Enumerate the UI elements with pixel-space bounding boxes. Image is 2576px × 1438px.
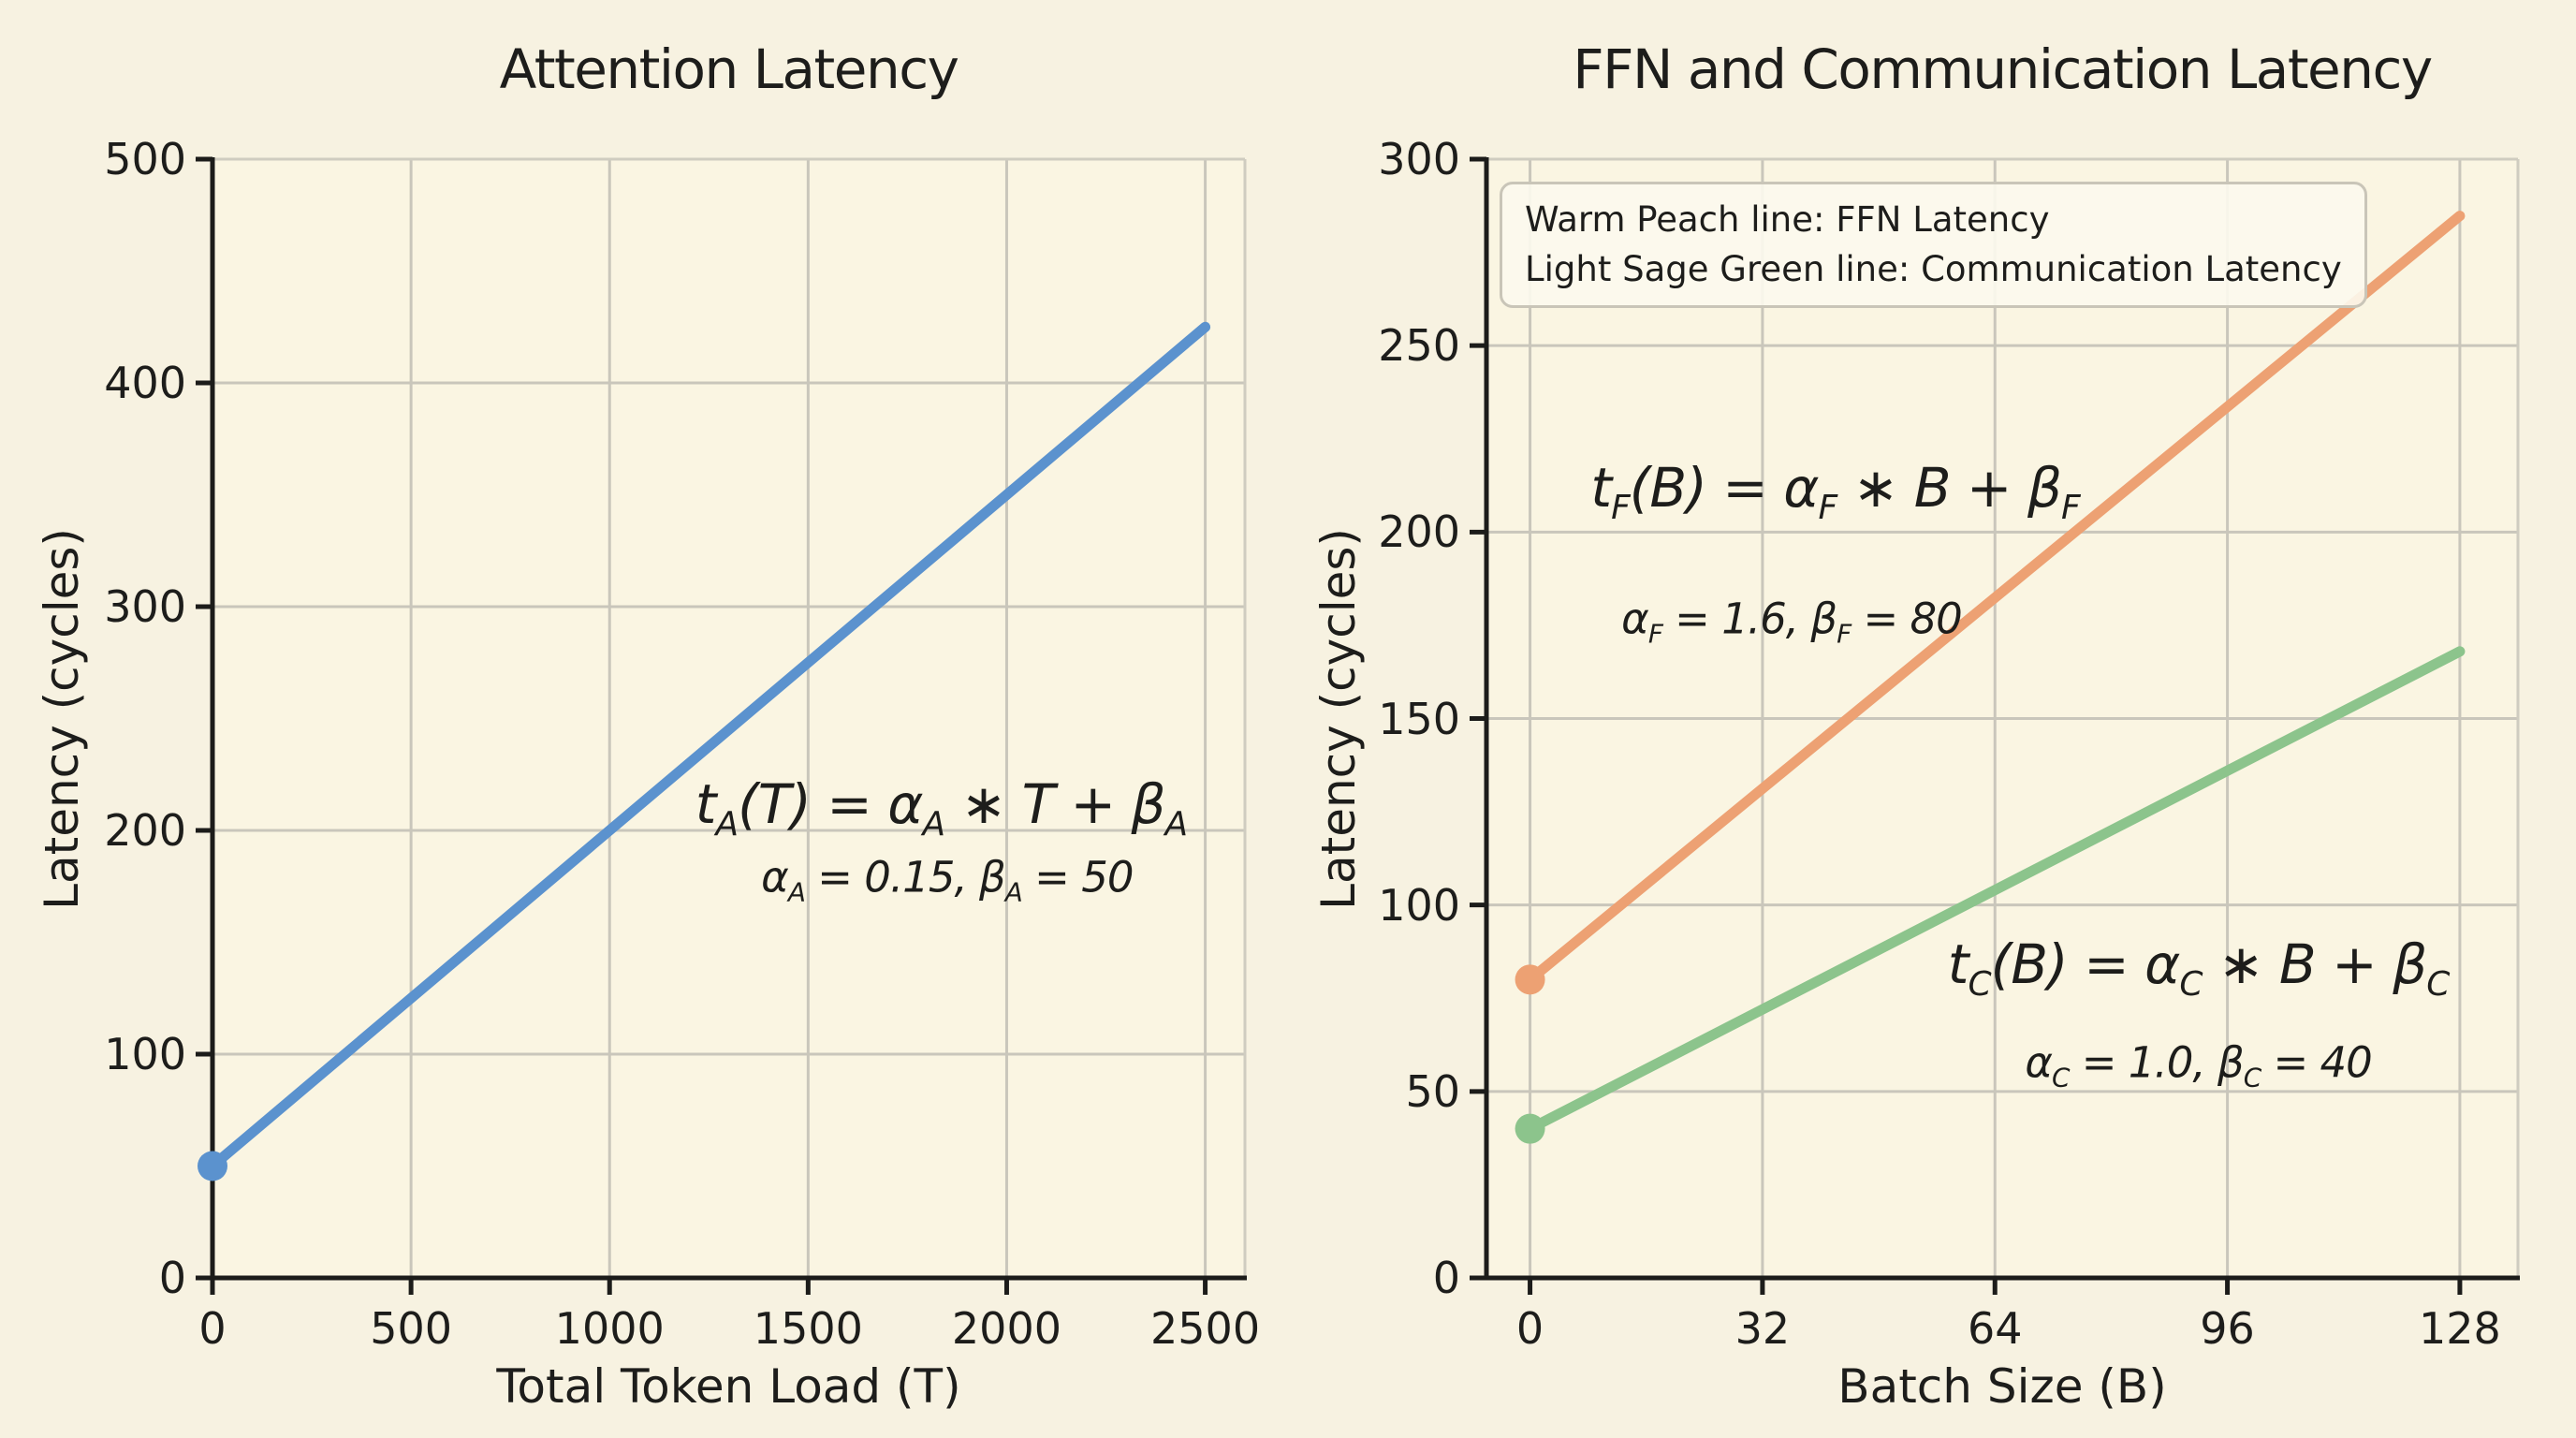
x-tick-label: 1500 [753,1303,863,1354]
annotation-formula: tF(B) = αF ∗ B + βF [1590,455,2080,527]
y-tick-label: 400 [104,358,186,408]
y-tick-label: 0 [1432,1253,1460,1303]
x-tick-label: 0 [198,1303,227,1354]
x-tick-label: 1000 [554,1303,665,1354]
annotation-formula: αC = 1.0, βC = 40 [2025,1037,2372,1093]
series-start-marker [1515,1113,1545,1144]
x-tick-label: 96 [2200,1303,2255,1354]
x-axis-label-ffn-comm: Batch Size (B) [1837,1359,2167,1414]
y-tick-label: 300 [104,581,186,632]
y-tick-label: 0 [158,1253,186,1303]
series-line [1525,211,2466,985]
annotation-formula: αF = 1.6, βF = 80 [1621,594,1963,650]
x-tick-label: 0 [1515,1303,1544,1354]
annotation-formula: tA(T) = αA ∗ T + βA [695,772,1188,844]
x-axis-label-attention: Total Token Load (T) [496,1359,961,1414]
y-tick-label: 50 [1405,1065,1460,1117]
y-tick-label: 250 [1378,320,1460,372]
y-tick-label: 500 [104,134,186,184]
series-start-marker [198,1151,227,1181]
series-start-marker [1515,964,1545,995]
y-tick-label: 150 [1378,693,1460,744]
x-tick-label: 2000 [951,1303,1061,1354]
series-line [207,321,1211,1171]
y-tick-label: 100 [1378,879,1460,931]
legend-item: Warm Peach line: FFN Latency [1525,199,2050,240]
y-tick-label: 200 [104,805,186,856]
annotation-formula: αA = 0.15, βA = 50 [761,852,1134,908]
y-tick-label: 100 [104,1029,186,1079]
y-tick-label: 300 [1378,134,1460,184]
legend-item: Light Sage Green line: Communication Lat… [1525,248,2342,289]
y-tick-label: 200 [1378,506,1460,558]
chart-title-attention: Attention Latency [499,37,959,101]
x-tick-label: 2500 [1150,1303,1261,1354]
x-tick-label: 500 [370,1303,453,1354]
annotation-formula: tC(B) = αC ∗ B + βC [1947,932,2451,1005]
chart-title-ffn-comm: FFN and Communication Latency [1573,37,2433,101]
legend: Warm Peach line: FFN Latency Light Sage G… [1500,182,2367,309]
x-tick-label: 32 [1734,1303,1791,1354]
x-tick-label: 128 [2419,1303,2501,1354]
x-tick-label: 64 [1967,1303,2023,1354]
series-line [1525,646,2466,1135]
